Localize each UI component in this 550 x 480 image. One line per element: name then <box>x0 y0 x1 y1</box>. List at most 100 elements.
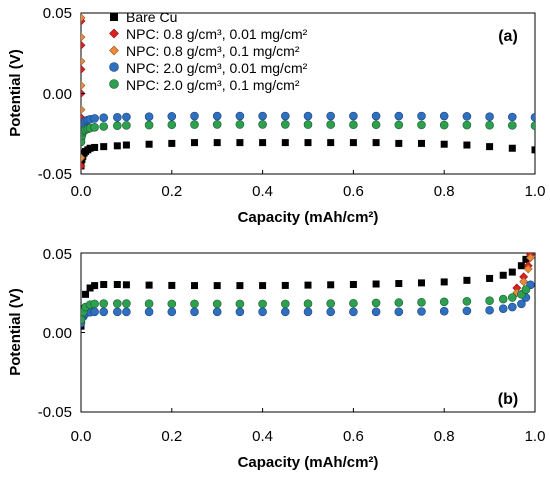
data-point-a-s3-7 <box>90 114 99 123</box>
x-tick-b-5: 1.0 <box>525 428 546 445</box>
data-point-b-s0-4 <box>91 282 99 290</box>
legend-label-npc-08-01: NPC: 0.8 g/cm³, 0.1 mg/cm² <box>126 43 300 59</box>
data-point-a-s4-25 <box>462 120 472 130</box>
data-point-b-s4-23 <box>485 296 494 306</box>
data-point-b-s0-24 <box>499 271 507 279</box>
data-point-b-s4-17 <box>349 298 358 308</box>
y-tick-b-0: 0.05 <box>43 246 72 263</box>
axis-ticks-b <box>80 252 536 413</box>
data-point-b-s3-10 <box>190 307 199 317</box>
data-point-a-s0-17 <box>281 139 289 147</box>
data-point-b-s4-24 <box>498 294 508 304</box>
data-point-a-s4-23 <box>417 120 426 130</box>
legend-label-npc-08-001: NPC: 0.8 g/cm³, 0.01 mg/cm² <box>126 26 308 42</box>
data-point-b-s3-16 <box>326 307 336 317</box>
data-point-a-s3-24 <box>439 111 449 121</box>
data-point-b-s4-11 <box>212 299 222 309</box>
data-point-b-s3-13 <box>258 307 267 317</box>
data-point-a-s0-10 <box>122 141 130 149</box>
data-point-a-s4-21 <box>371 120 381 130</box>
data-point-a-s3-28 <box>530 113 535 122</box>
data-point-a-s0-13 <box>191 139 198 147</box>
panel-label-b: (b) <box>498 391 518 408</box>
data-point-a-s0-25 <box>463 141 471 149</box>
data-point-a-s0-11 <box>145 140 153 148</box>
axis-ticks-a <box>80 12 536 175</box>
y-tick-b-1: 0.00 <box>43 325 72 342</box>
data-point-b-s0-12 <box>236 282 244 290</box>
data-point-b-s2-1 <box>519 277 529 287</box>
data-point-b-s3-7 <box>122 307 131 317</box>
data-point-a-s4-16 <box>258 120 267 129</box>
data-point-a-s4-9 <box>113 121 122 130</box>
x-tick-a-2: 0.4 <box>252 183 273 200</box>
data-point-a-s0-19 <box>327 139 335 147</box>
data-point-a-s3-26 <box>485 112 494 121</box>
legend-item-bare-cu: Bare Cu <box>110 9 177 25</box>
data-point-b-s4-25 <box>507 293 517 302</box>
data-point-a-s3-8 <box>99 113 108 122</box>
data-point-b-s3-22 <box>462 306 472 316</box>
data-point-a-s0-8 <box>100 143 108 151</box>
data-point-b-s0-8 <box>145 281 153 289</box>
data-point-b-s4-14 <box>280 299 290 309</box>
data-point-a-s4-14 <box>212 120 222 129</box>
data-point-b-s3-14 <box>280 307 290 317</box>
legend-label-bare-cu: Bare Cu <box>126 9 177 25</box>
data-point-a-s3-18 <box>303 111 313 121</box>
data-point-a-s0-21 <box>372 139 380 147</box>
y-axis-title-a: Potential (V) <box>7 49 24 137</box>
data-point-a-s3-22 <box>394 111 404 121</box>
data-point-a-s3-13 <box>190 111 199 121</box>
data-point-a-s0-22 <box>395 139 403 147</box>
data-point-b-s0-19 <box>395 280 403 288</box>
data-point-b-s4-19 <box>394 298 404 307</box>
legend-marker-square-icon <box>110 13 118 21</box>
data-point-b-s3-5 <box>99 307 108 317</box>
legend-marker-diamond-icon <box>109 28 119 39</box>
data-point-b-s0-22 <box>463 276 471 284</box>
data-point-a-s0-14 <box>213 139 221 147</box>
data-point-a-s4-24 <box>439 120 449 130</box>
data-point-a-s4-10 <box>122 121 131 130</box>
x-tick-b-3: 0.6 <box>343 428 364 445</box>
y-tick-b-2: -0.05 <box>38 404 72 421</box>
x-tick-b-2: 0.4 <box>252 428 273 445</box>
data-point-a-s0-24 <box>440 140 448 148</box>
x-tick-a-3: 0.6 <box>343 183 364 200</box>
data-point-a-s0-15 <box>236 139 244 147</box>
data-point-b-s4-6 <box>113 299 122 308</box>
data-point-a-s3-27 <box>507 112 517 122</box>
data-point-b-s4-15 <box>303 299 313 309</box>
data-point-a-s2-3 <box>81 81 86 90</box>
data-point-a-s4-12 <box>167 120 177 130</box>
data-point-a-s1-6 <box>81 161 86 171</box>
data-point-a-s3-17 <box>280 111 290 121</box>
y-tick-a-1: 0.00 <box>43 86 72 103</box>
panel-label-a: (a) <box>498 28 518 45</box>
data-point-b-s3-20 <box>417 307 426 316</box>
data-point-a-s2-1 <box>81 32 86 42</box>
data-point-b-s0-13 <box>259 282 267 290</box>
data-point-b-s0-10 <box>191 282 198 290</box>
data-point-b-s4-20 <box>417 297 426 307</box>
data-point-a-s4-7 <box>90 123 99 132</box>
data-point-a-s0-9 <box>113 142 121 150</box>
data-point-b-s4-22 <box>462 297 472 306</box>
data-point-b-s0-11 <box>213 282 221 290</box>
data-point-b-s0-2 <box>82 290 90 298</box>
x-tick-a-5: 1.0 <box>525 183 546 200</box>
data-point-a-s4-13 <box>190 120 199 129</box>
data-point-b-s0-18 <box>372 280 380 288</box>
data-point-a-s0-18 <box>304 139 312 147</box>
data-point-b-s0-15 <box>304 281 312 289</box>
data-point-a-s4-17 <box>280 120 290 129</box>
x-tick-a-0: 0.0 <box>71 183 92 200</box>
data-point-b-s0-9 <box>168 281 176 289</box>
data-point-a-s4-27 <box>507 121 517 130</box>
data-point-b-s4-10 <box>190 299 199 309</box>
data-point-a-s0-7 <box>91 143 99 151</box>
data-point-a-s4-26 <box>485 120 494 130</box>
data-point-b-s3-19 <box>394 307 404 317</box>
